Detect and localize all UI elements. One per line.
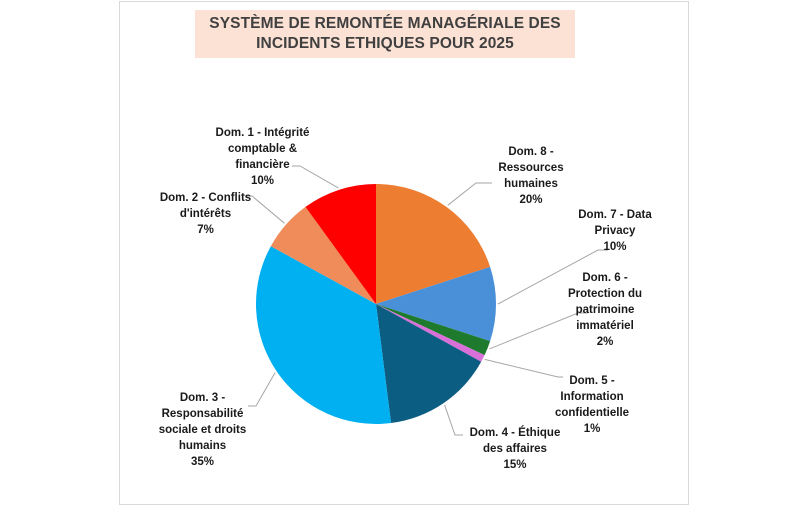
pie-slice-5 <box>376 304 485 362</box>
leader-line <box>447 182 492 206</box>
pie-slices <box>255 184 497 424</box>
pie-slice-3 <box>255 246 392 424</box>
chart-title-line-2: INCIDENTS ETHIQUES POUR 2025 <box>256 35 514 52</box>
pie-slice-4 <box>376 304 482 424</box>
leader-line <box>444 404 463 436</box>
leader-lines <box>245 165 608 436</box>
data-label-dom-6: Dom. 6 - Protection du patrimoine immaté… <box>567 272 643 348</box>
data-label-dom-3: Dom. 3 - Responsabilité sociale et droit… <box>158 392 247 468</box>
data-label-dom-7: Dom. 7 - Data Privacy 10% <box>578 209 652 253</box>
data-label-dom-2: Dom. 2 - Conflits d'intérêts 7% <box>159 192 252 236</box>
chart-title: SYSTÈME DE REMONTÉE MANAGÉRIALE DES INCI… <box>195 10 575 58</box>
data-label-dom-4: Dom. 4 - Éthique des affaires 15% <box>469 427 561 471</box>
leader-line <box>248 372 276 407</box>
pie-slice-7 <box>376 266 497 342</box>
chart-title-line-1: SYSTÈME DE REMONTÉE MANAGÉRIALE DES <box>209 15 561 32</box>
leader-line <box>484 358 563 378</box>
leader-line <box>245 195 285 224</box>
pie-slice-8 <box>376 184 491 304</box>
pie-slice-6 <box>376 304 491 356</box>
data-label-dom-8: Dom. 8 - Ressources humaines 20% <box>498 146 564 206</box>
data-label-dom-5: Dom. 5 - Information confidentielle 1% <box>554 375 630 435</box>
leader-line <box>489 312 588 350</box>
leader-line <box>497 249 608 305</box>
pie-slice-1 <box>305 184 376 304</box>
data-label-dom-1: Dom. 1 - Intégrité comptable & financièr… <box>215 127 310 187</box>
leader-line <box>292 165 339 189</box>
pie-slice-2 <box>270 206 376 304</box>
